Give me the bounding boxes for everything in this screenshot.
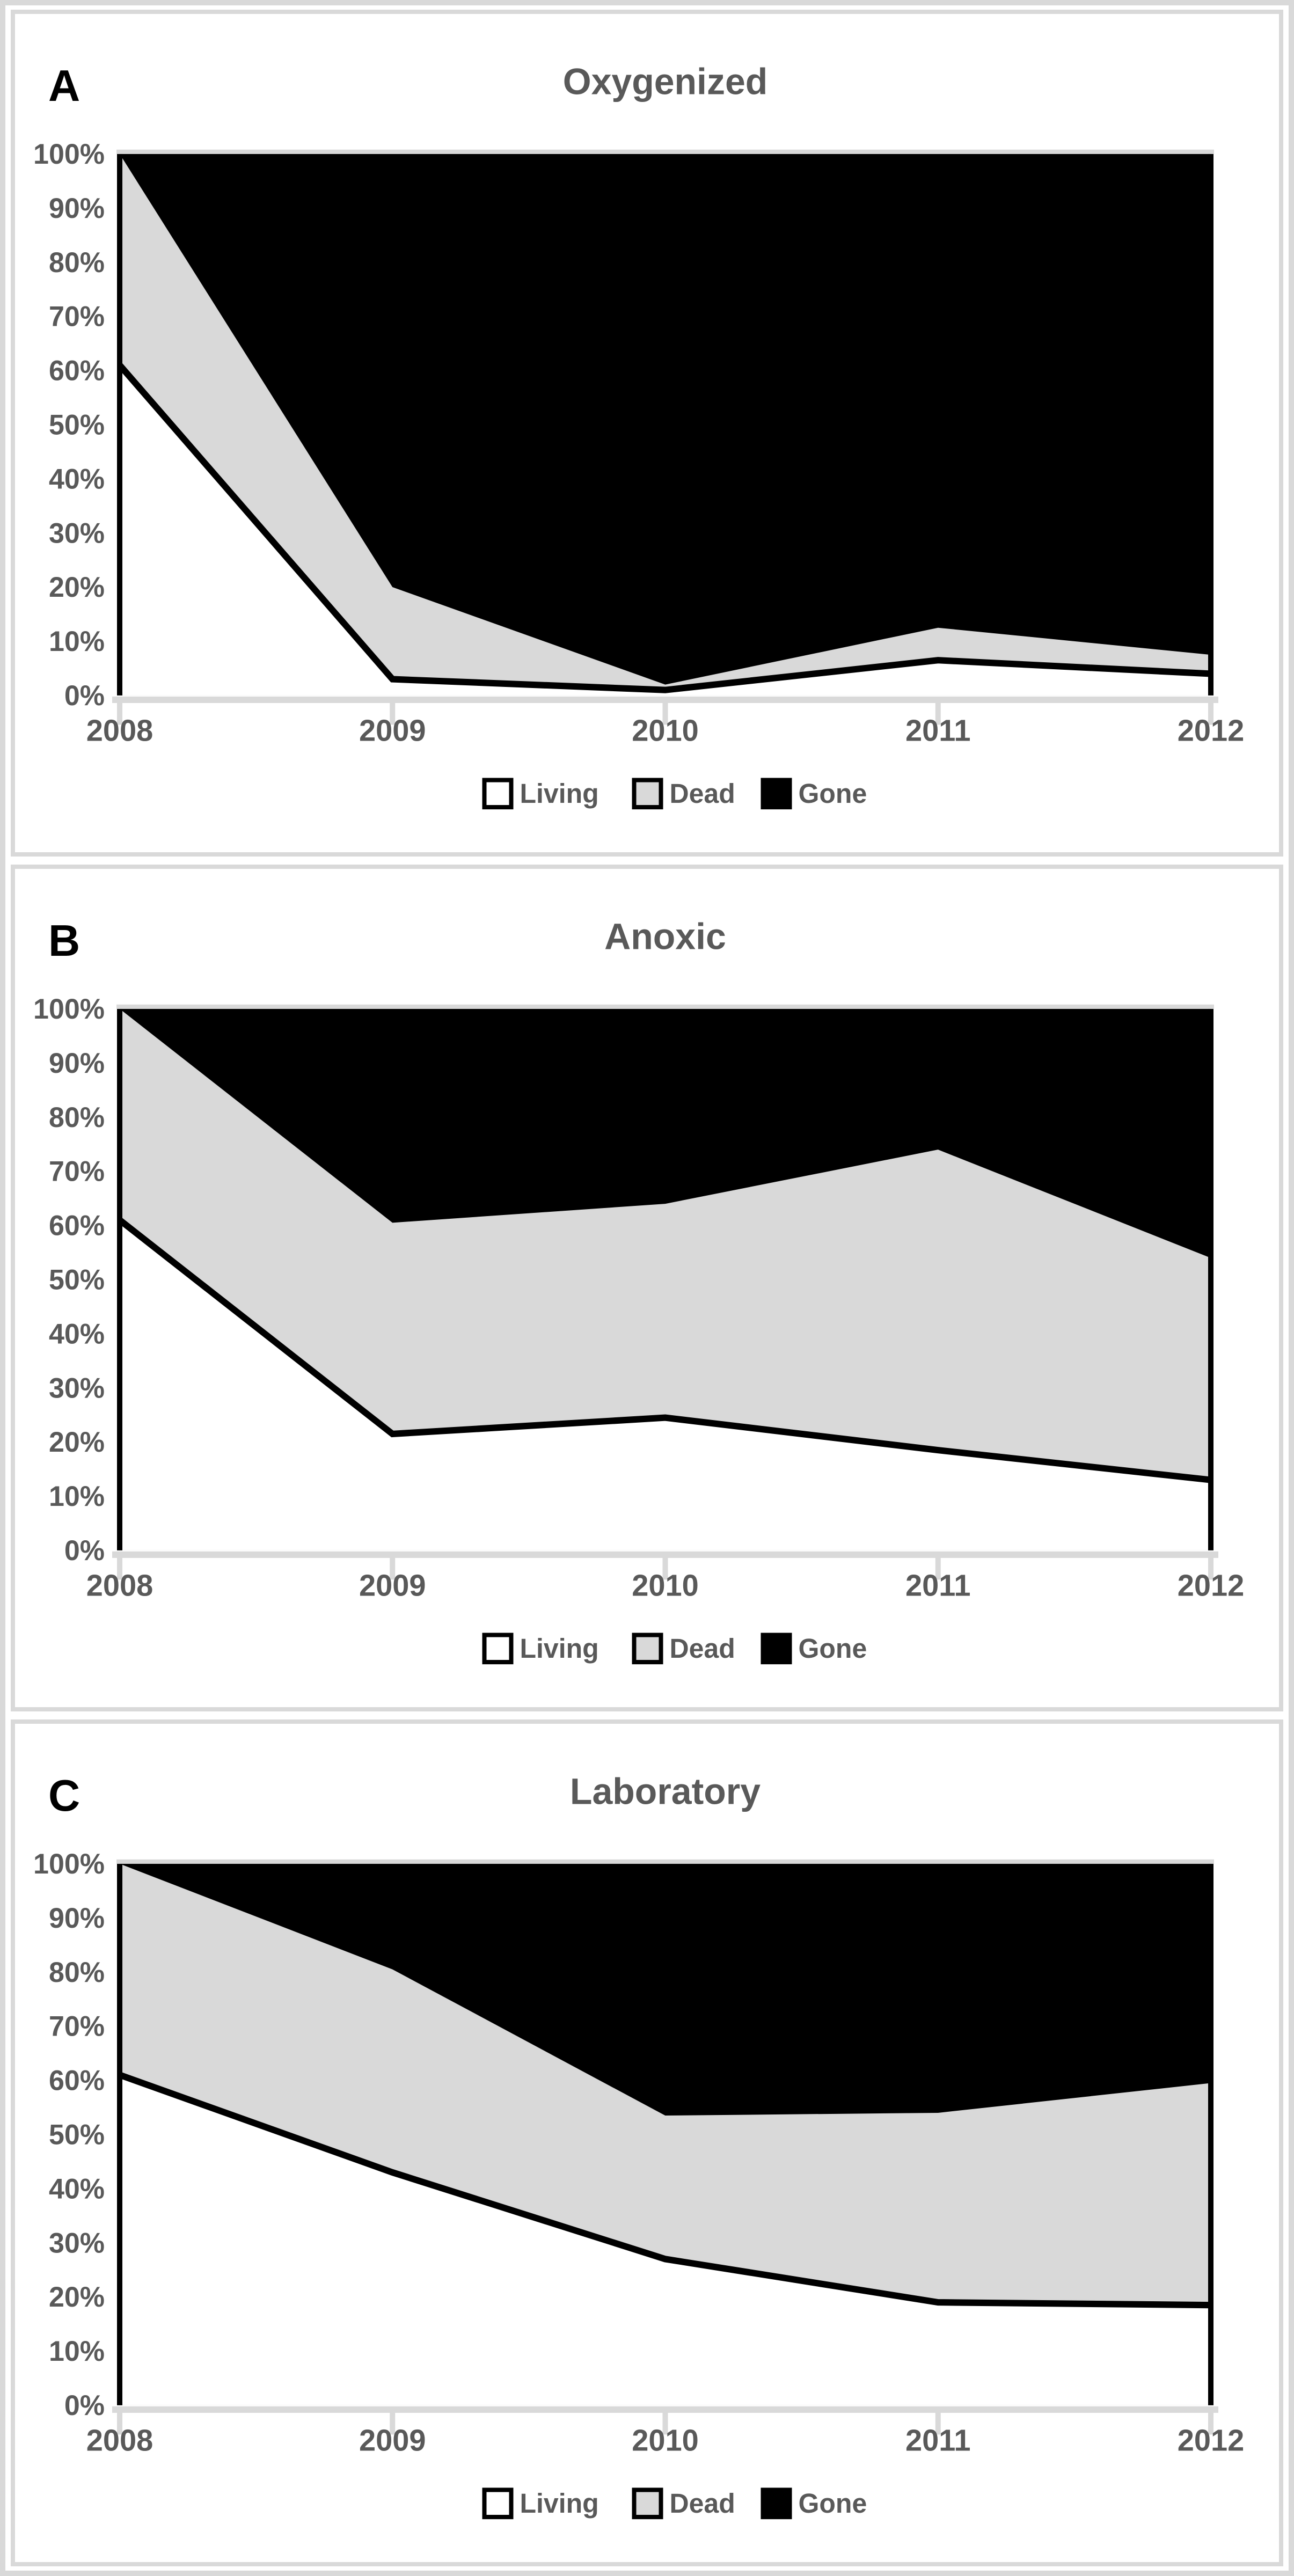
y-tick-label: 10%	[49, 626, 105, 657]
legend-label-living: Living	[520, 2488, 599, 2519]
y-tick-label: 50%	[49, 1264, 105, 1296]
y-tick-label: 30%	[49, 1373, 105, 1404]
x-tick-label: 2008	[86, 713, 153, 747]
y-tick-label: 20%	[49, 1427, 105, 1458]
y-tick-label: 80%	[49, 1102, 105, 1133]
x-tick-label: 2008	[86, 1568, 153, 1602]
living-boundary-line	[119, 2072, 1211, 2309]
stacked-area-chart: A Oxygenized 0% 10% 20% 30% 40% 50% 60% 70% 80% 90%…	[33, 61, 1245, 810]
y-tick-label: 50%	[49, 2119, 105, 2150]
panel-letter: B	[48, 916, 80, 965]
legend-swatch-gone	[761, 2487, 792, 2520]
legend-label-living: Living	[520, 1633, 599, 1664]
living-boundary-line	[118, 1217, 1211, 1483]
chart-title: Laboratory	[570, 1771, 761, 1812]
legend-label-gone: Gone	[799, 1633, 867, 1664]
x-tick-label: 2012	[1178, 2423, 1245, 2457]
y-tick-label: 0%	[64, 680, 105, 712]
x-tick-label: 2011	[905, 1568, 970, 1602]
y-tick-label: 90%	[49, 1903, 105, 1934]
x-tick-label: 2010	[632, 713, 699, 747]
y-tick-label: 40%	[49, 2174, 105, 2205]
x-tick-label: 2009	[359, 713, 426, 747]
y-tick-label: 0%	[64, 2390, 105, 2421]
y-tick-label: 100%	[33, 1849, 105, 1880]
chart-panel-c: C Laboratory 0% 10% 20% 30% 40% 50% 60% 70% 80% 90%…	[11, 1719, 1283, 2566]
legend-label-dead: Dead	[670, 1633, 735, 1664]
panel-letter: C	[48, 1770, 80, 1820]
x-tick-label: 2012	[1178, 713, 1245, 747]
chart-panel-a: A Oxygenized 0% 10% 20% 30% 40% 50% 60% 70% 80% 90%…	[11, 10, 1283, 857]
y-tick-label: 30%	[49, 518, 105, 549]
y-tick-label: 70%	[49, 301, 105, 332]
legend-label-gone: Gone	[799, 778, 867, 809]
y-tick-label: 20%	[49, 572, 105, 603]
x-tick-label: 2010	[632, 2423, 699, 2457]
y-tick-label: 40%	[49, 464, 105, 495]
y-tick-label: 10%	[49, 2336, 105, 2367]
y-tick-label: 60%	[49, 1210, 105, 1241]
y-tick-label: 90%	[49, 1048, 105, 1079]
legend-label-dead: Dead	[670, 778, 735, 809]
x-tick-label: 2012	[1178, 1568, 1245, 1602]
legend-swatch-living	[482, 778, 514, 810]
y-tick-label: 60%	[49, 355, 105, 386]
y-tick-label: 50%	[49, 409, 105, 441]
y-tick-label: 90%	[49, 193, 105, 224]
y-tick-label: 100%	[33, 994, 105, 1025]
y-tick-label: 20%	[49, 2282, 105, 2313]
y-tick-label: 70%	[49, 2011, 105, 2042]
y-tick-label: 60%	[49, 2065, 105, 2096]
stacked-area-chart: C Laboratory 0% 10% 20% 30% 40% 50% 60% 70% 80% 90%…	[33, 1770, 1245, 2520]
y-tick-label: 0%	[64, 1535, 105, 1567]
chart-title: Anoxic	[604, 916, 726, 957]
area-dead	[120, 1008, 1211, 1550]
panel-letter: A	[48, 61, 80, 111]
legend-label-living: Living	[520, 778, 599, 809]
y-tick-label: 40%	[49, 1319, 105, 1350]
y-tick-label: 80%	[49, 247, 105, 279]
x-tick-label: 2011	[905, 713, 970, 747]
chart-panel-b: B Anoxic 0% 10% 20% 30% 40% 50% 60% 70% 80% 90% 100%…	[11, 865, 1283, 1711]
stacked-area-chart: B Anoxic 0% 10% 20% 30% 40% 50% 60% 70% 80% 90% 100%…	[33, 916, 1245, 1665]
legend-swatch-living	[482, 2487, 514, 2520]
legend-swatch-living	[482, 1633, 514, 1665]
legend-label-gone: Gone	[799, 2488, 867, 2519]
chart-panels-container: A Oxygenized 0% 10% 20% 30% 40% 50% 60% 70% 80% 90%…	[5, 5, 1289, 2571]
x-tick-label: 2009	[359, 1568, 426, 1602]
y-tick-label: 10%	[49, 1481, 105, 1512]
legend-label-dead: Dead	[670, 2488, 735, 2519]
y-tick-label: 100%	[33, 139, 105, 170]
x-tick-label: 2008	[86, 2423, 153, 2457]
legend-swatch-gone	[761, 778, 792, 810]
area-living	[120, 365, 1211, 696]
living-boundary-line	[117, 363, 1211, 693]
legend-swatch-dead	[632, 778, 663, 810]
legend-swatch-gone	[761, 1633, 792, 1665]
y-tick-label: 80%	[49, 1957, 105, 1988]
legend-swatch-dead	[632, 2487, 663, 2520]
area-living	[120, 1220, 1211, 1550]
y-tick-label: 70%	[49, 1156, 105, 1187]
x-tick-label: 2009	[359, 2423, 426, 2457]
y-tick-label: 30%	[49, 2228, 105, 2259]
legend-swatch-dead	[632, 1633, 663, 1665]
x-tick-label: 2010	[632, 1568, 699, 1602]
chart-title: Oxygenized	[563, 61, 768, 102]
area-living	[120, 2075, 1211, 2405]
x-tick-label: 2011	[905, 2423, 970, 2457]
